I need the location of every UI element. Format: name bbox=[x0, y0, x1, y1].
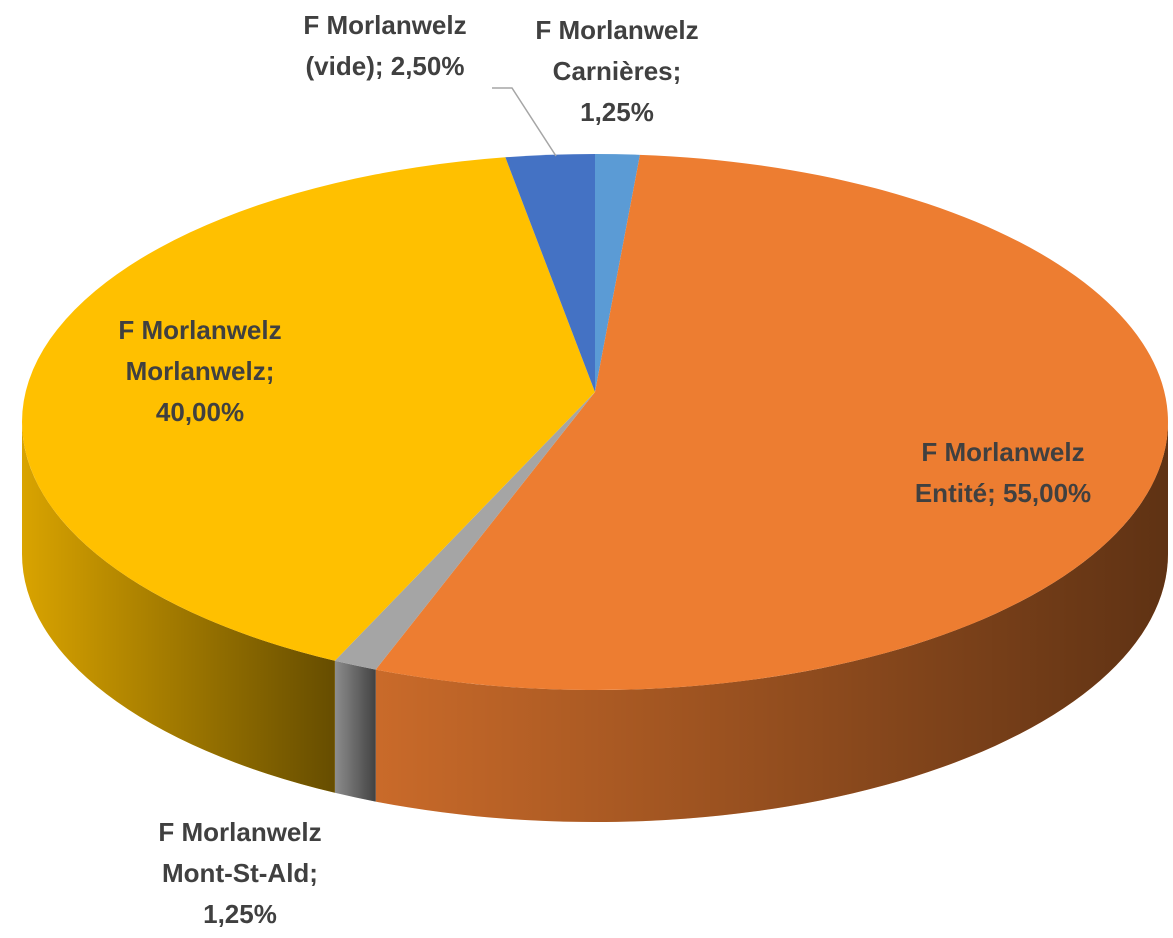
separator: ; bbox=[265, 356, 275, 386]
category: F Morlanwelz Morlanwelz bbox=[118, 315, 282, 386]
leader-line bbox=[492, 87, 557, 157]
slice bbox=[595, 154, 640, 392]
slice bbox=[22, 157, 596, 661]
value-label: 1,25% bbox=[203, 899, 277, 929]
data-label: F Morlanwelz Entité; 55,00% bbox=[883, 432, 1123, 514]
category: F Morlanwelz (vide) bbox=[303, 10, 467, 81]
separator: ; bbox=[374, 51, 391, 81]
slice-side-shade bbox=[22, 422, 335, 793]
slice-side-shade bbox=[334, 660, 376, 802]
slice bbox=[505, 154, 595, 392]
data-label: F Morlanwelz Mont-St-Ald; 1,25% bbox=[130, 812, 350, 935]
value-label: 55,00% bbox=[1002, 478, 1092, 508]
category: F Morlanwelz Carnières bbox=[535, 15, 699, 86]
separator: ; bbox=[987, 478, 1003, 508]
value-label: 1,25% bbox=[580, 97, 654, 127]
value-label: 40,00% bbox=[155, 397, 245, 427]
category: F Morlanwelz Mont-St-Ald bbox=[158, 817, 322, 888]
tops bbox=[22, 154, 1169, 690]
slice bbox=[375, 154, 1169, 690]
category: F Morlanwelz Entité bbox=[914, 437, 1085, 508]
separator: ; bbox=[672, 56, 682, 86]
separator: ; bbox=[309, 858, 318, 888]
slice bbox=[334, 392, 595, 670]
data-label: F Morlanwelz (vide); 2,50% bbox=[275, 5, 495, 87]
value-label: 2,50% bbox=[390, 51, 465, 81]
sides bbox=[22, 422, 1168, 823]
data-label: F Morlanwelz Morlanwelz; 40,00% bbox=[90, 310, 310, 433]
data-label: F Morlanwelz Carnières; 1,25% bbox=[517, 10, 717, 133]
slice-side-shade bbox=[375, 422, 1168, 823]
